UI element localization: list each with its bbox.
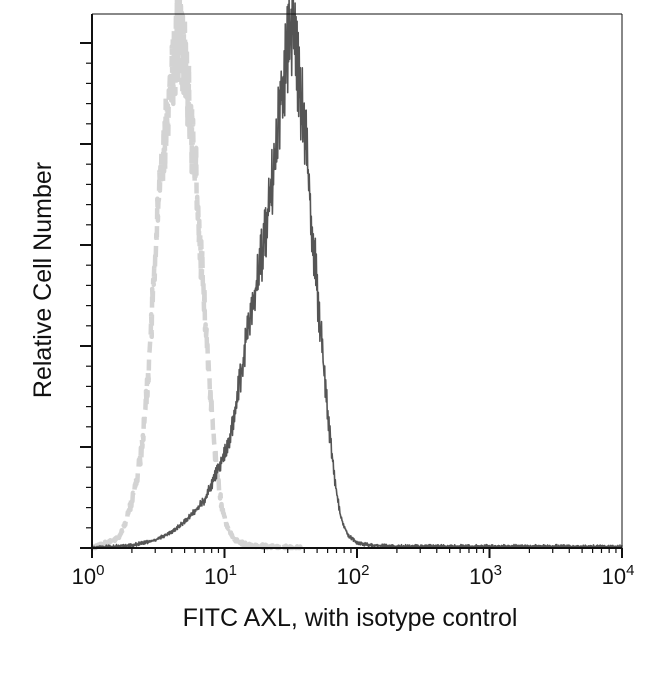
x-tick-base: 10 [337, 564, 361, 589]
x-tick-exponent: 0 [96, 562, 104, 579]
x-tick-label-0: 100 [72, 562, 105, 589]
x-tick-base: 10 [204, 564, 228, 589]
x-tick-base: 10 [602, 564, 626, 589]
x-tick-exponent: 2 [361, 562, 369, 579]
x-tick-exponent: 4 [626, 562, 634, 579]
x-axis-title: FITC AXL, with isotype control [183, 604, 518, 632]
ticks-layer: 100 101 102 103 104 [72, 42, 635, 589]
y-axis-title: Relative Cell Number [29, 162, 57, 398]
x-tick-base: 10 [469, 564, 493, 589]
x-tick-label-1: 101 [204, 562, 237, 589]
x-tick-exponent: 1 [229, 562, 237, 579]
x-tick-label-3: 103 [469, 562, 502, 589]
series-line-1 [90, 0, 307, 551]
x-tick-label-4: 104 [602, 562, 635, 589]
x-tick-exponent: 3 [494, 562, 502, 579]
x-tick-base: 10 [72, 564, 96, 589]
series-layer [90, 0, 623, 551]
x-tick-label-2: 102 [337, 562, 370, 589]
